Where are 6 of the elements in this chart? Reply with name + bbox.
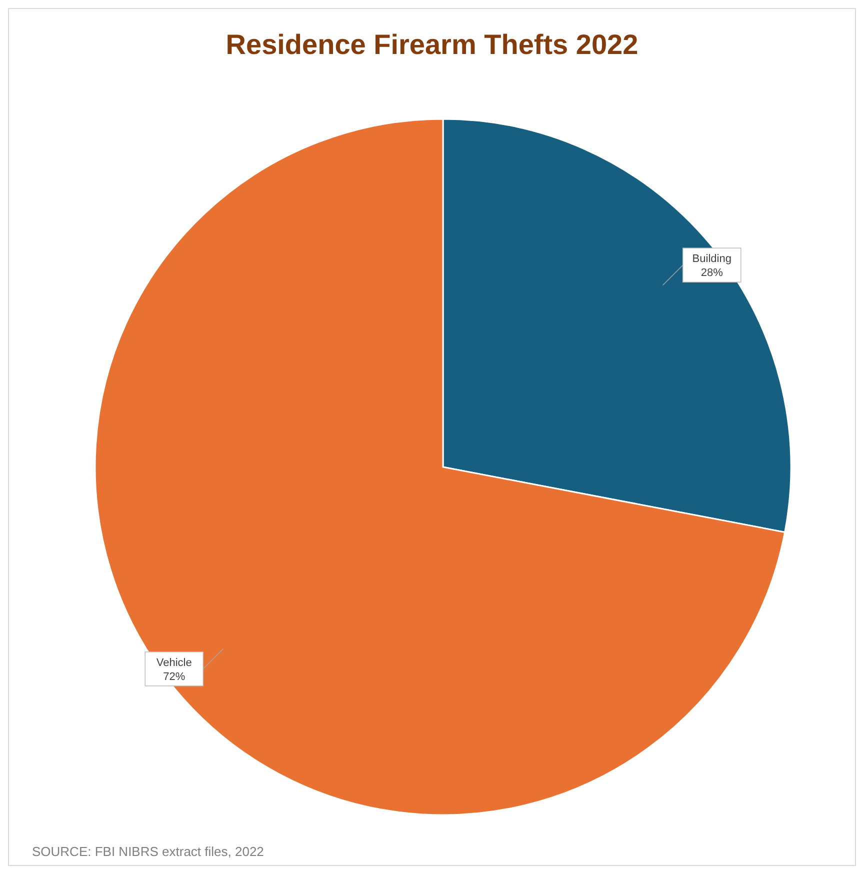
data-label: 28% — [700, 267, 724, 280]
source-note: SOURCE: FBI NIBRS extract files, 2022 — [32, 844, 264, 859]
chart-title: Residence Firearm Thefts 2022 — [226, 29, 638, 60]
slice-label: Vehicle — [156, 656, 192, 669]
data-label: 72% — [163, 670, 186, 683]
slice-label: Building — [692, 253, 732, 266]
